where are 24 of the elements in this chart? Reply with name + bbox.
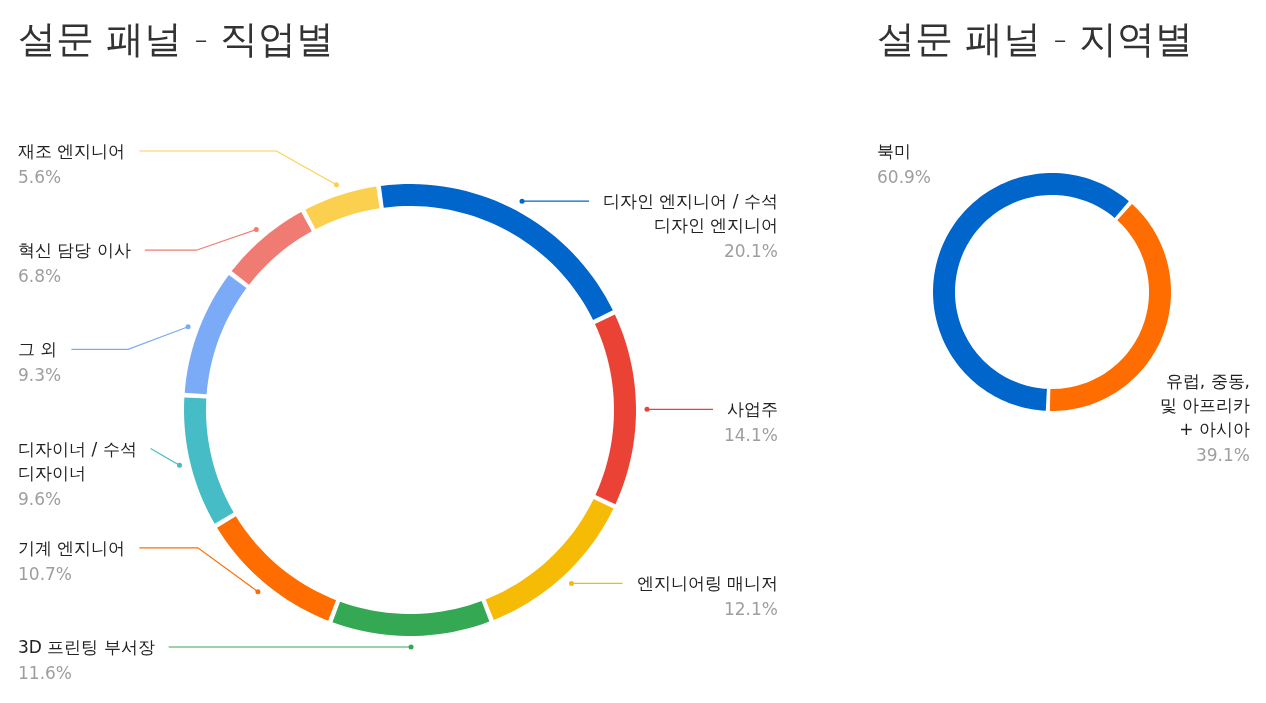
chart-title: 설문 패널 - 직업별 xyxy=(18,17,334,61)
slice-label: 혁신 담당 이사 xyxy=(18,240,131,261)
slice-label: 디자이너 / 수석 디자이너 xyxy=(18,438,137,483)
slice-label: 북미 xyxy=(877,141,911,161)
slice-label: 엔지니어링 매니저 xyxy=(636,573,778,594)
slice-label: 재조 엔지니어 xyxy=(18,141,126,161)
slice-label: 유럽, 중동, 및 아프리카 + 아시아 xyxy=(1159,370,1250,439)
data-label: 9.6% xyxy=(18,488,62,509)
slice-label: 디자인 엔지니어 / 수석 디자인 엔지니어 xyxy=(603,191,778,236)
data-label: 14.1% xyxy=(723,425,778,446)
slice-label: 3D 프린팅 부서장 xyxy=(18,637,155,657)
data-label: 20.1% xyxy=(723,241,778,262)
data-label: 10.7% xyxy=(18,563,73,584)
data-label: 9.3% xyxy=(18,365,62,386)
slice-label: 사업주 xyxy=(727,399,778,420)
chart-title: 설문 패널 - 지역별 xyxy=(877,17,1193,61)
slice-label: 그 외 xyxy=(18,339,58,360)
data-label: 11.6% xyxy=(18,663,73,683)
data-label: 6.8% xyxy=(18,266,62,287)
data-label: 60.9% xyxy=(877,167,932,187)
data-label: 12.1% xyxy=(723,599,778,620)
slice-label: 기계 엔지니어 xyxy=(18,537,126,558)
data-label: 39.1% xyxy=(1195,444,1250,465)
data-label: 5.6% xyxy=(18,167,62,187)
